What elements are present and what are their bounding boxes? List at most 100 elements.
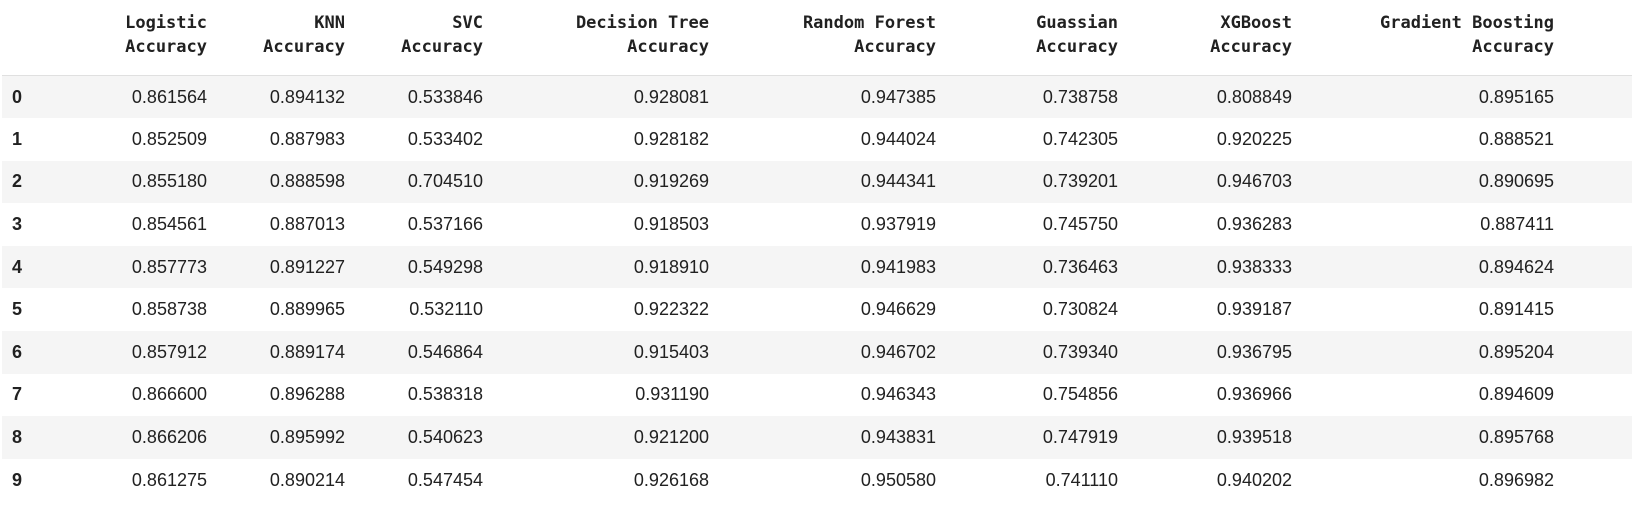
table-cell: 0.887983 — [269, 128, 345, 149]
table-cell: 0.888598 — [269, 171, 345, 192]
table-cell: 0.547454 — [407, 469, 483, 490]
table-cell: 0.738758 — [1042, 86, 1118, 107]
table-cell: 0.944341 — [860, 171, 936, 192]
table-cell: 0.866600 — [131, 384, 207, 405]
table-cell: 0.887013 — [269, 214, 345, 235]
table-cell: 0.546864 — [407, 341, 483, 362]
row-index: 6 — [12, 341, 23, 362]
row-filler — [1562, 374, 1632, 417]
table-cell: 0.946343 — [860, 384, 936, 405]
table-cell: 0.739201 — [1042, 171, 1118, 192]
table-cell: 0.941983 — [860, 256, 936, 277]
row-index: 1 — [12, 128, 23, 149]
table-cell: 0.895204 — [1478, 341, 1554, 362]
row-filler — [1562, 246, 1632, 289]
table-cell: 0.950580 — [860, 469, 936, 490]
table-cell: 0.857912 — [131, 341, 207, 362]
column-header-line: Guassian — [1036, 13, 1118, 33]
table-cell: 0.852509 — [131, 128, 207, 149]
table-cell: 0.944024 — [860, 128, 936, 149]
column-header-line: Accuracy — [627, 37, 709, 57]
table-cell: 0.537166 — [407, 214, 483, 235]
index-header — [2, 11, 55, 76]
table-cell: 0.947385 — [860, 86, 936, 107]
column-header: SVC Accuracy — [353, 11, 491, 76]
table-row: 5 0.858738 0.889965 0.532110 0.922322 0.94662… — [2, 288, 1632, 331]
table-cell: 0.890214 — [269, 469, 345, 490]
table-cell: 0.928182 — [633, 128, 709, 149]
table-cell: 0.937919 — [860, 214, 936, 235]
column-header-line: Accuracy — [401, 37, 483, 57]
table-cell: 0.887411 — [1480, 214, 1554, 235]
table-body: 0 0.861564 0.894132 0.533846 0.928081 0.94738… — [2, 75, 1632, 502]
table-cell: 0.858738 — [131, 299, 207, 320]
column-header-line: Accuracy — [1472, 37, 1554, 57]
table-row: 1 0.852509 0.887983 0.533402 0.928182 0.94402… — [2, 118, 1632, 161]
table-cell: 0.736463 — [1042, 256, 1118, 277]
table-cell: 0.939518 — [1216, 427, 1292, 448]
table-cell: 0.889965 — [269, 299, 345, 320]
table-cell: 0.894609 — [1478, 384, 1554, 405]
row-filler — [1562, 118, 1632, 161]
table-cell: 0.936966 — [1216, 384, 1292, 405]
table-cell: 0.918503 — [633, 214, 709, 235]
column-header: Random Forest Accuracy — [717, 11, 944, 76]
table-row: 3 0.854561 0.887013 0.537166 0.918503 0.93791… — [2, 203, 1632, 246]
row-filler — [1562, 416, 1632, 459]
row-index: 7 — [12, 384, 23, 405]
table-cell: 0.943831 — [860, 427, 936, 448]
column-header-line: XGBoost — [1220, 13, 1292, 33]
table-cell: 0.926168 — [633, 469, 709, 490]
table-cell: 0.704510 — [407, 171, 483, 192]
row-filler — [1562, 203, 1632, 246]
table-cell: 0.540623 — [407, 427, 483, 448]
table-cell: 0.939187 — [1216, 299, 1292, 320]
table-cell: 0.854561 — [131, 214, 207, 235]
table-cell: 0.896288 — [269, 384, 345, 405]
column-header-line: Accuracy — [263, 37, 345, 57]
column-header-line: SVC — [452, 13, 483, 33]
table-cell: 0.928081 — [633, 86, 709, 107]
row-index: 9 — [12, 469, 23, 490]
header-filler — [1562, 11, 1632, 76]
table-cell: 0.919269 — [633, 171, 709, 192]
table-cell: 0.741110 — [1045, 469, 1118, 490]
column-header: KNN Accuracy — [215, 11, 353, 76]
row-index: 5 — [12, 299, 23, 320]
row-filler — [1562, 331, 1632, 374]
table-row: 9 0.861275 0.890214 0.547454 0.926168 0.95058… — [2, 459, 1632, 502]
table-cell: 0.894624 — [1478, 256, 1554, 277]
row-index: 3 — [12, 214, 23, 235]
header-row: Logistic Accuracy KNN Accuracy SVC Accuracy De… — [2, 11, 1632, 76]
table-cell: 0.549298 — [407, 256, 483, 277]
dataframe-table: Logistic Accuracy KNN Accuracy SVC Accuracy De… — [2, 11, 1632, 501]
column-header-line: Gradient Boosting — [1380, 13, 1554, 33]
column-header: Gradient Boosting Accuracy — [1300, 11, 1562, 76]
table-cell: 0.895768 — [1478, 427, 1554, 448]
table-cell: 0.889174 — [269, 341, 345, 362]
table-cell: 0.857773 — [131, 256, 207, 277]
table-header: Logistic Accuracy KNN Accuracy SVC Accuracy De… — [2, 11, 1632, 76]
column-header-line: Decision Tree — [575, 13, 709, 33]
table-cell: 0.532110 — [409, 299, 483, 320]
table-cell: 0.808849 — [1216, 86, 1292, 107]
table-cell: 0.533402 — [407, 128, 483, 149]
table-cell: 0.946702 — [860, 341, 936, 362]
table-cell: 0.895165 — [1478, 86, 1554, 107]
table-cell: 0.946629 — [860, 299, 936, 320]
column-header: Decision Tree Accuracy — [491, 11, 717, 76]
column-header: XGBoost Accuracy — [1126, 11, 1300, 76]
row-index: 4 — [12, 256, 23, 277]
table-row: 4 0.857773 0.891227 0.549298 0.918910 0.94198… — [2, 245, 1632, 289]
table-cell: 0.946703 — [1216, 171, 1292, 192]
column-header-line: Random Forest — [802, 13, 936, 33]
table-row: 7 0.866600 0.896288 0.538318 0.931190 0.94634… — [2, 374, 1632, 417]
column-header: Logistic Accuracy — [55, 11, 215, 76]
column-header-line: Accuracy — [1036, 37, 1118, 57]
table-cell: 0.855180 — [131, 171, 207, 192]
table-cell: 0.895992 — [269, 427, 345, 448]
row-filler — [1562, 161, 1632, 204]
table-cell: 0.866206 — [131, 427, 207, 448]
row-filler — [1562, 76, 1632, 119]
table-cell: 0.915403 — [633, 341, 709, 362]
